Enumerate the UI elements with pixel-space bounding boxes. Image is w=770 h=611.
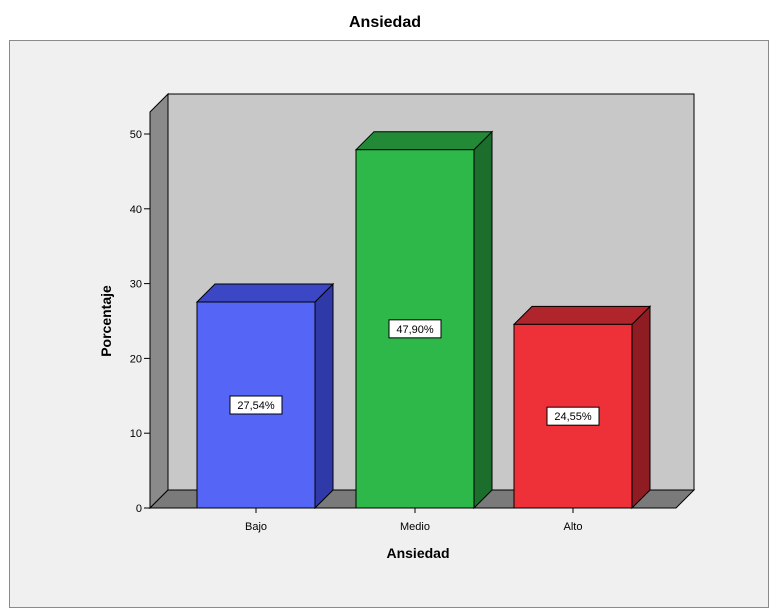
- bars: [195, 130, 652, 510]
- data-label-box: [229, 395, 283, 415]
- x-tick-label: Alto: [564, 521, 583, 533]
- y-tick-label: 30: [130, 279, 142, 291]
- data-label: 47,90%: [396, 324, 434, 336]
- labels: 27,54% Bajo 47,90% Medio 24,55% Alto: [229, 319, 600, 533]
- data-label-box: [388, 319, 442, 339]
- x-tick-label: Medio: [400, 521, 430, 533]
- chart-title: Ansiedad: [348, 14, 421, 31]
- y-tick-label: 50: [130, 129, 142, 141]
- bar-top: [195, 283, 335, 303]
- bar-side: [314, 282, 334, 510]
- x-tick-label: Bajo: [245, 521, 267, 533]
- bar-side: [473, 130, 493, 510]
- data-label: 27,54%: [237, 400, 275, 412]
- y-tick-label: 10: [130, 428, 142, 440]
- y-axis-title: Porcentaje: [98, 285, 114, 357]
- data-label-box: [546, 406, 600, 426]
- bar-top: [512, 305, 652, 325]
- y-tick-label: 40: [130, 204, 142, 216]
- side-wall: [149, 92, 169, 510]
- bar-side: [631, 305, 651, 510]
- bar-top: [354, 131, 494, 151]
- x-axis-title: Ansiedad: [386, 545, 449, 561]
- data-label: 24,55%: [554, 411, 592, 423]
- y-tick-label: 20: [130, 353, 142, 365]
- y-tick-label: 0: [136, 503, 142, 515]
- y-axis: 0 10 20 30 40 50 Porcentaje Ansiedad: [98, 129, 574, 561]
